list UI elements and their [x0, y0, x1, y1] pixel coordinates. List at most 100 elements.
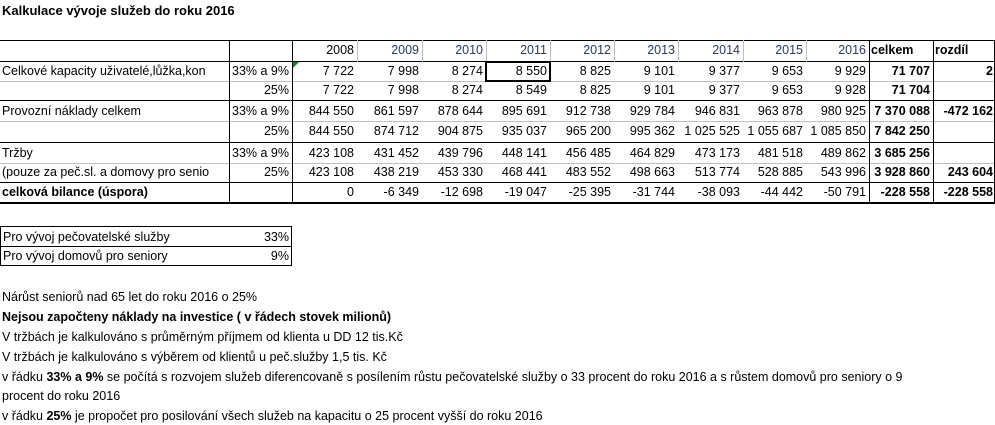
row-total[interactable]: 3 928 860: [874, 165, 930, 179]
value-cell-2014[interactable]: 1 025 525: [684, 124, 740, 138]
growth-value-senior-homes[interactable]: 9%: [270, 249, 289, 263]
note-senior-growth[interactable]: Nárůst seniorů nad 65 let do roku 2016 o…: [2, 290, 258, 304]
year-header-2015[interactable]: 2015: [775, 43, 803, 57]
note-revenue-dd[interactable]: V tržbách je kalkulováno s průměrným pří…: [2, 330, 403, 344]
value-cell-2008[interactable]: 423 108: [308, 165, 354, 179]
value-cell-2009[interactable]: 431 452: [373, 146, 419, 160]
row-variant[interactable]: 33% a 9%: [232, 64, 289, 78]
row-diff[interactable]: [933, 122, 993, 141]
row-total[interactable]: -228 558: [880, 185, 930, 199]
active-cell-selection[interactable]: [485, 61, 551, 82]
value-cell-2015[interactable]: 963 878: [757, 104, 803, 118]
value-cell-2013[interactable]: 929 784: [629, 104, 675, 118]
row-label[interactable]: [2, 81, 228, 100]
note-investments[interactable]: Nejsou započteny náklady na investice ( …: [2, 310, 392, 324]
row-diff[interactable]: 243 604: [947, 165, 993, 179]
value-cell-2009[interactable]: 861 597: [373, 104, 419, 118]
total-header[interactable]: celkem: [871, 43, 914, 57]
growth-label-care-service[interactable]: Pro vývoj pečovatelské služby: [3, 230, 170, 244]
value-cell-2011[interactable]: 935 037: [501, 124, 547, 138]
row-total[interactable]: 7 370 088: [874, 104, 930, 118]
diff-header[interactable]: rozdíl: [935, 43, 969, 57]
row-diff[interactable]: [933, 81, 993, 100]
row-variant[interactable]: [229, 183, 289, 202]
value-cell-2014[interactable]: 946 831: [694, 104, 740, 118]
value-cell-2011[interactable]: 468 441: [501, 165, 547, 179]
row-diff[interactable]: 2: [986, 64, 993, 78]
value-cell-2013[interactable]: 498 663: [629, 165, 675, 179]
value-cell-2012[interactable]: 965 200: [565, 124, 611, 138]
value-cell-2008[interactable]: 7 722: [322, 83, 354, 97]
error-indicator-icon[interactable]: [293, 62, 299, 68]
value-cell-2009[interactable]: 438 219: [373, 165, 419, 179]
value-cell-2014[interactable]: 513 774: [694, 165, 740, 179]
value-cell-2015[interactable]: -44 442: [760, 185, 803, 199]
value-cell-2012[interactable]: -25 395: [568, 185, 611, 199]
row-diff[interactable]: -228 558: [943, 185, 993, 199]
value-cell-2011[interactable]: 448 141: [501, 146, 547, 160]
row-label[interactable]: celková bilance (úspora): [2, 185, 148, 199]
row-diff[interactable]: [933, 144, 993, 163]
row-variant[interactable]: 25%: [263, 165, 289, 179]
value-cell-2008[interactable]: 7 722: [322, 64, 354, 78]
row-total[interactable]: 7 842 250: [874, 124, 930, 138]
value-cell-2010[interactable]: 878 644: [437, 104, 483, 118]
value-cell-2008[interactable]: 844 550: [308, 124, 354, 138]
row-label[interactable]: Tržby: [2, 146, 33, 160]
note-row-25[interactable]: v řádku 25% je propočet pro posilování v…: [2, 409, 543, 423]
value-cell-2010[interactable]: 439 796: [437, 146, 483, 160]
note-row-33-9[interactable]: v řádku 33% a 9% se počítá s rozvojem sl…: [2, 370, 903, 384]
row-label[interactable]: Provozní náklady celkem: [2, 104, 141, 118]
value-cell-2016[interactable]: 1 085 850: [810, 124, 866, 138]
row-variant[interactable]: 33% a 9%: [232, 146, 289, 160]
note-revenue-care[interactable]: V tržbách je kalkulováno s výběrem od kl…: [2, 350, 387, 364]
growth-value-care-service[interactable]: 33%: [263, 230, 289, 244]
year-header-2010[interactable]: 2010: [455, 43, 483, 57]
value-cell-2014[interactable]: 473 173: [694, 146, 740, 160]
value-cell-2012[interactable]: 8 825: [579, 83, 611, 97]
year-header-2016[interactable]: 2016: [838, 43, 866, 57]
value-cell-2014[interactable]: 9 377: [708, 83, 740, 97]
value-cell-2012[interactable]: 483 552: [565, 165, 611, 179]
value-cell-2011[interactable]: -19 047: [504, 185, 547, 199]
growth-label-senior-homes[interactable]: Pro vývoj domovů pro seniory: [3, 249, 168, 263]
value-cell-2009[interactable]: 874 712: [373, 124, 419, 138]
value-cell-2010[interactable]: 8 274: [451, 64, 483, 78]
row-label[interactable]: Celkové kapacity uživatelé,lůžka,kon: [2, 64, 206, 78]
value-cell-2013[interactable]: 464 829: [629, 146, 675, 160]
value-cell-2008[interactable]: 0: [347, 185, 354, 199]
value-cell-2009[interactable]: 7 998: [387, 83, 419, 97]
value-cell-2011[interactable]: 8 550: [515, 64, 547, 78]
value-cell-2015[interactable]: 528 885: [757, 165, 803, 179]
row-total[interactable]: 71 707: [891, 64, 930, 78]
value-cell-2011[interactable]: 895 691: [501, 104, 547, 118]
value-cell-2010[interactable]: 904 875: [437, 124, 483, 138]
row-total[interactable]: 3 685 256: [874, 146, 930, 160]
row-diff[interactable]: -472 162: [943, 104, 993, 118]
value-cell-2008[interactable]: 844 550: [308, 104, 354, 118]
value-cell-2009[interactable]: 7 998: [387, 64, 419, 78]
value-cell-2015[interactable]: 9 653: [771, 64, 803, 78]
value-cell-2010[interactable]: 8 274: [451, 83, 483, 97]
value-cell-2016[interactable]: 9 929: [834, 64, 866, 78]
value-cell-2010[interactable]: 453 330: [437, 165, 483, 179]
value-cell-2012[interactable]: 8 825: [579, 64, 611, 78]
value-cell-2015[interactable]: 1 055 687: [747, 124, 803, 138]
row-total[interactable]: 71 704: [891, 83, 930, 97]
row-label[interactable]: (pouze za peč.sl. a domovy pro senio: [2, 165, 210, 179]
row-variant[interactable]: 25%: [263, 124, 289, 138]
year-header-2009[interactable]: 2009: [391, 43, 419, 57]
value-cell-2013[interactable]: 9 101: [643, 83, 675, 97]
value-cell-2014[interactable]: 9 377: [708, 64, 740, 78]
value-cell-2015[interactable]: 481 518: [757, 146, 803, 160]
value-cell-2011[interactable]: 8 549: [515, 83, 547, 97]
value-cell-2015[interactable]: 9 653: [771, 83, 803, 97]
year-header-2013[interactable]: 2013: [647, 43, 675, 57]
year-header-2011[interactable]: 2011: [520, 43, 547, 57]
value-cell-2016[interactable]: -50 791: [823, 185, 866, 199]
note-row-33-9-cont[interactable]: procent do roku 2016: [2, 389, 121, 403]
value-cell-2009[interactable]: -6 349: [383, 185, 419, 199]
year-header-2008[interactable]: 2008: [326, 43, 354, 57]
value-cell-2013[interactable]: -31 744: [632, 185, 675, 199]
value-cell-2016[interactable]: 9 928: [834, 83, 866, 97]
